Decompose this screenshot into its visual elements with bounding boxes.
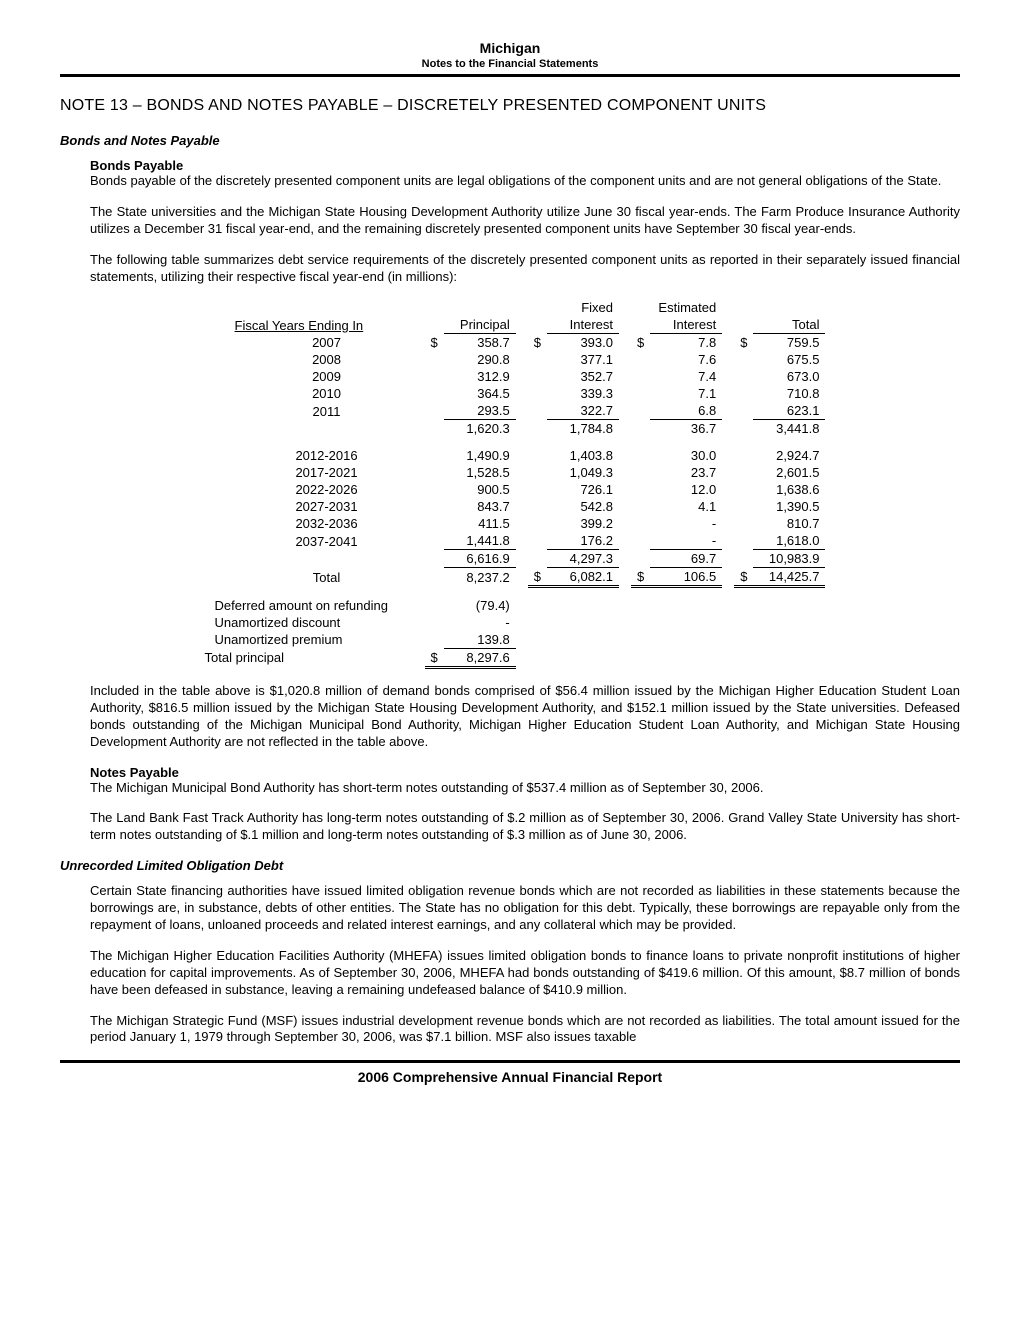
total-row: Total 8,237.2 $6,082.1 $106.5 $14,425.7 bbox=[195, 568, 826, 587]
table-row: 2027-2031843.7542.84.11,390.5 bbox=[195, 498, 826, 515]
para: The Michigan Higher Education Facilities… bbox=[90, 948, 960, 999]
subtotal-row: 6,616.9 4,297.3 69.7 10,983.9 bbox=[195, 550, 826, 568]
table-row: 2022-2026900.5726.112.01,638.6 bbox=[195, 481, 826, 498]
subtotal-row: 1,620.3 1,784.8 36.7 3,441.8 bbox=[195, 420, 826, 438]
header-subtitle: Notes to the Financial Statements bbox=[60, 58, 960, 70]
para: The State universities and the Michigan … bbox=[90, 204, 960, 238]
col-est: Interest bbox=[673, 317, 716, 332]
table-row: 2007$358.7$393.0$7.8$759.5 bbox=[195, 334, 826, 352]
bottom-rule bbox=[60, 1060, 960, 1063]
debt-service-table: Fiscal Years Ending In Principal Fixed E… bbox=[195, 299, 826, 669]
note-title: NOTE 13 – BONDS AND NOTES PAYABLE – DISC… bbox=[60, 97, 960, 115]
table-row: 2011293.5322.76.8623.1 bbox=[195, 402, 826, 420]
para: Bonds payable of the discretely presente… bbox=[90, 173, 960, 190]
para: The Michigan Strategic Fund (MSF) issues… bbox=[90, 1013, 960, 1047]
para: Included in the table above is $1,020.8 … bbox=[90, 683, 960, 751]
top-rule bbox=[60, 74, 960, 77]
adj-row: Unamortized discount - bbox=[195, 614, 826, 631]
col-total: Total bbox=[792, 317, 819, 332]
table-row: 2008290.8377.17.6675.5 bbox=[195, 351, 826, 368]
para: The following table summarizes debt serv… bbox=[90, 252, 960, 286]
table-header-row: Fiscal Years Ending In Principal Fixed E… bbox=[195, 299, 826, 316]
page-header: Michigan Notes to the Financial Statemen… bbox=[60, 40, 960, 77]
table-row: 2017-20211,528.51,049.323.72,601.5 bbox=[195, 464, 826, 481]
notes-payable-heading: Notes Payable bbox=[90, 765, 960, 780]
col-fixed-top: Fixed bbox=[581, 300, 613, 315]
para: The Land Bank Fast Track Authority has l… bbox=[90, 810, 960, 844]
header-title: Michigan bbox=[60, 40, 960, 56]
table-row: 2037-20411,441.8176.2-1,618.0 bbox=[195, 532, 826, 550]
footer-title: 2006 Comprehensive Annual Financial Repo… bbox=[60, 1069, 960, 1085]
col-fixed: Interest bbox=[570, 317, 613, 332]
table-row: 2012-20161,490.91,403.830.02,924.7 bbox=[195, 447, 826, 464]
adj-row: Unamortized premium 139.8 bbox=[195, 631, 826, 649]
para: Certain State financing authorities have… bbox=[90, 883, 960, 934]
para: The Michigan Municipal Bond Authority ha… bbox=[90, 780, 960, 797]
adj-row: Deferred amount on refunding (79.4) bbox=[195, 597, 826, 614]
table-row: 2010364.5339.37.1710.8 bbox=[195, 385, 826, 402]
col-est-top: Estimated bbox=[658, 300, 716, 315]
col-principal: Principal bbox=[460, 317, 510, 332]
bonds-payable-heading: Bonds Payable bbox=[90, 158, 960, 173]
section-bonds-notes: Bonds and Notes Payable bbox=[60, 133, 960, 148]
total-principal-row: Total principal $8,297.6 bbox=[195, 648, 826, 667]
table-row: 2009312.9352.77.4673.0 bbox=[195, 368, 826, 385]
section-unrecorded: Unrecorded Limited Obligation Debt bbox=[60, 858, 960, 873]
col-fy: Fiscal Years Ending In bbox=[235, 318, 364, 333]
table-row: 2032-2036411.5399.2-810.7 bbox=[195, 515, 826, 532]
